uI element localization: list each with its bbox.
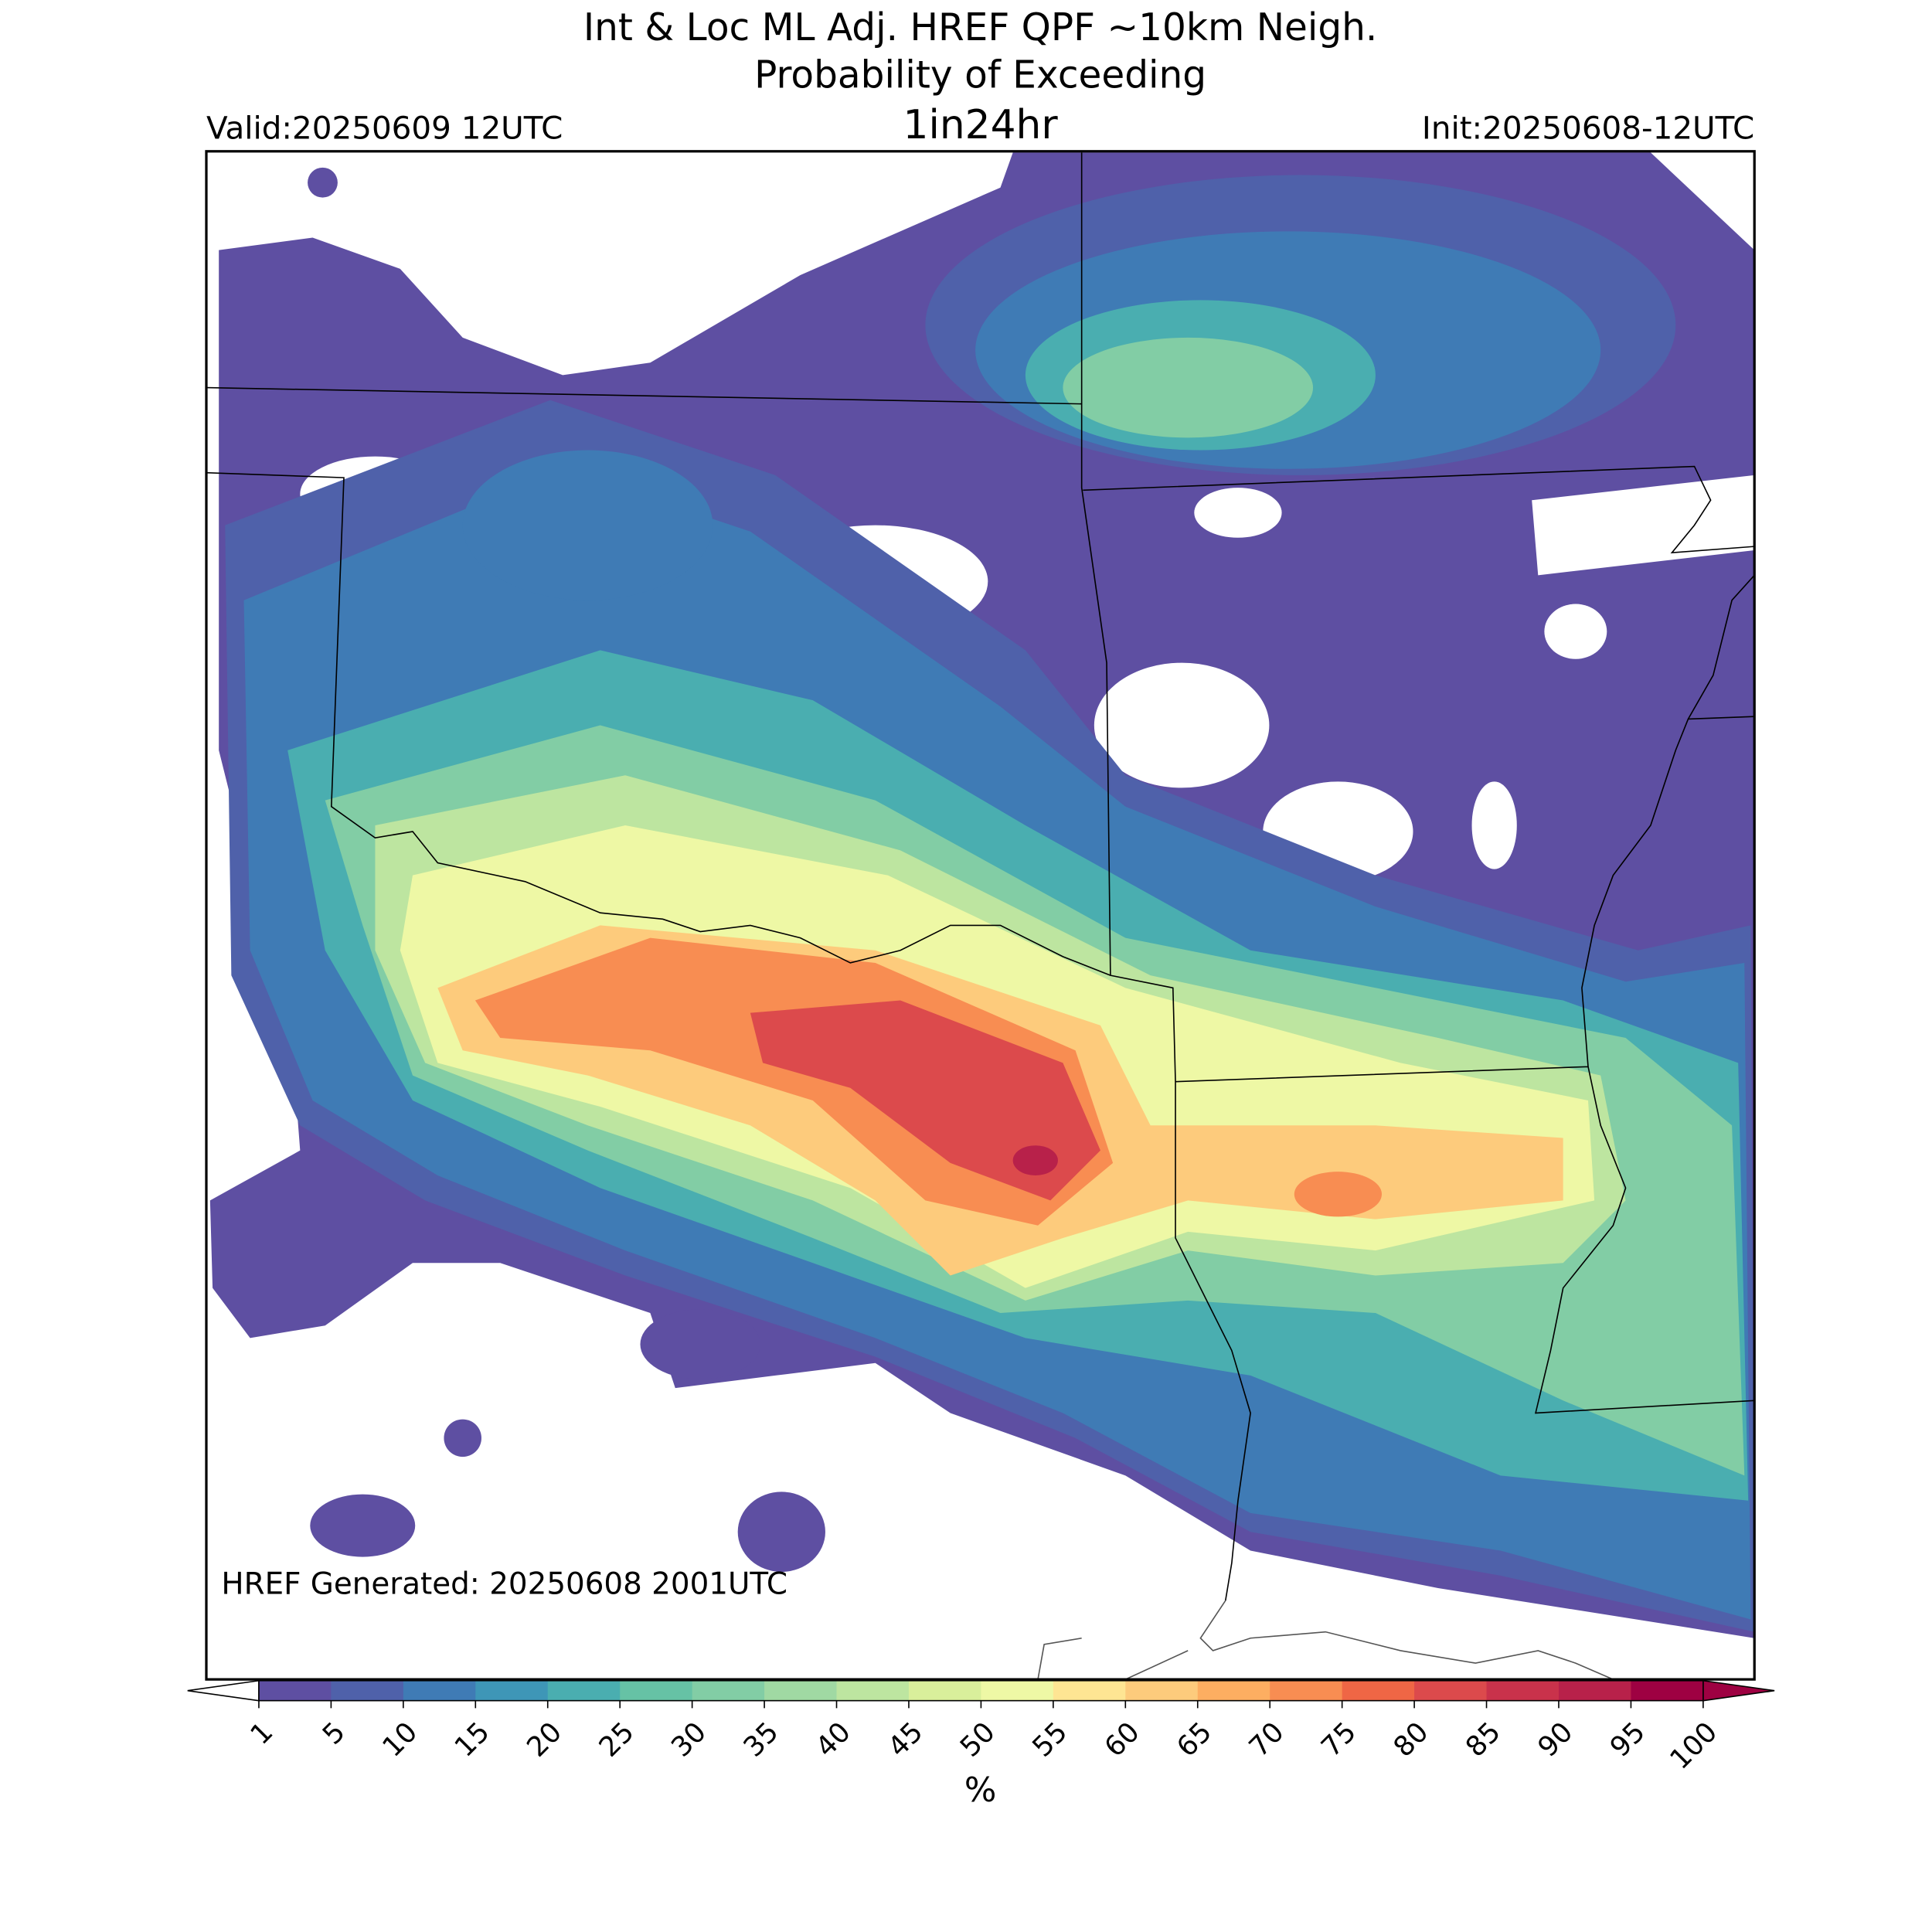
colorbar-segment	[1197, 1680, 1271, 1701]
colorbar-tick-label: 60	[1099, 1716, 1146, 1764]
field	[206, 152, 1755, 1680]
colorbar-tick-label: 75	[1315, 1716, 1362, 1764]
colorbar-segment	[1414, 1680, 1488, 1701]
colorbar-segment	[1125, 1680, 1199, 1701]
contour	[308, 167, 338, 198]
colorbar-tick-label: 95	[1604, 1716, 1651, 1764]
colorbar-segment	[1342, 1680, 1415, 1701]
colorbar-segment	[1486, 1680, 1560, 1701]
plot-frame	[205, 150, 1756, 1681]
colorbar-tick-label: 30	[665, 1716, 713, 1764]
contour	[750, 1000, 1100, 1201]
colorbar-tick-label: 40	[810, 1716, 857, 1764]
state-borders	[206, 152, 1755, 1680]
colorbar-tick-label: 45	[882, 1716, 929, 1764]
contour	[1294, 1172, 1383, 1217]
colorbar-segment	[1558, 1680, 1632, 1701]
colorbar-segment	[836, 1680, 910, 1701]
colorbar-segment	[1270, 1680, 1343, 1701]
colorbar-tick-label: 35	[737, 1716, 784, 1764]
colorbar-tick-label: 85	[1460, 1716, 1507, 1764]
colorbar-tick-label: 100	[1664, 1716, 1723, 1776]
generated-note: HREF Generated: 20250608 2001UTC	[221, 1566, 787, 1601]
colorbar-segment	[692, 1680, 765, 1701]
contour	[310, 1494, 416, 1557]
colorbar-tick-label: 25	[594, 1716, 641, 1764]
colorbar-tick-label: 1	[244, 1716, 279, 1751]
colorbar-segment	[981, 1680, 1054, 1701]
colorbar-segment	[908, 1680, 982, 1701]
title-line2: Probability of Exceeding	[754, 53, 1206, 97]
colorbar-segment	[258, 1680, 332, 1701]
colorbar-over	[1702, 1679, 1775, 1702]
colorbar-tick-label: 5	[317, 1716, 352, 1751]
colorbar-segment	[475, 1680, 549, 1701]
colorbar-segment	[403, 1680, 477, 1701]
threshold: 1in24hr	[903, 102, 1059, 148]
colorbar-segment	[1053, 1680, 1127, 1701]
colorbar-tick-label: 90	[1532, 1716, 1579, 1764]
colorbar-tick-label: 50	[954, 1716, 1002, 1764]
title-line1: Int & Loc ML Adj. HREF QPF ~10km Neigh.	[583, 6, 1378, 49]
colorbar-tick-label: 15	[449, 1716, 496, 1764]
colorbar-segment	[620, 1680, 693, 1701]
colorbar-tick-label: 55	[1026, 1716, 1073, 1764]
init-time: Init:20250608-12UTC	[1422, 109, 1754, 146]
contour	[1063, 337, 1314, 438]
contour	[444, 1419, 481, 1458]
colorbar-tick-label: 65	[1171, 1716, 1218, 1764]
colorbar-tick-label: 10	[376, 1716, 423, 1764]
colorbar-segment	[1631, 1680, 1704, 1701]
valid-time: Valid:20250609 12UTC	[206, 109, 563, 146]
contour	[1012, 1145, 1058, 1176]
contour	[737, 1492, 825, 1572]
colorbar-tick-label: 70	[1243, 1716, 1291, 1764]
colorbar-tick-label: 20	[521, 1716, 568, 1764]
colorbar-segment	[764, 1680, 838, 1701]
colorbar-under	[187, 1679, 260, 1702]
colorbar-tick-label: 80	[1387, 1716, 1434, 1764]
colorbar: 1 5 10 15 20 25 30 35 40 45 50 55 60 65 70 75 80 85 90 95 10…	[187, 1679, 1775, 1776]
colorbar-label: %	[964, 1770, 997, 1810]
colorbar-segment	[547, 1680, 621, 1701]
contour	[462, 450, 713, 600]
colorbar-segment	[331, 1680, 404, 1701]
contour	[640, 1309, 760, 1379]
